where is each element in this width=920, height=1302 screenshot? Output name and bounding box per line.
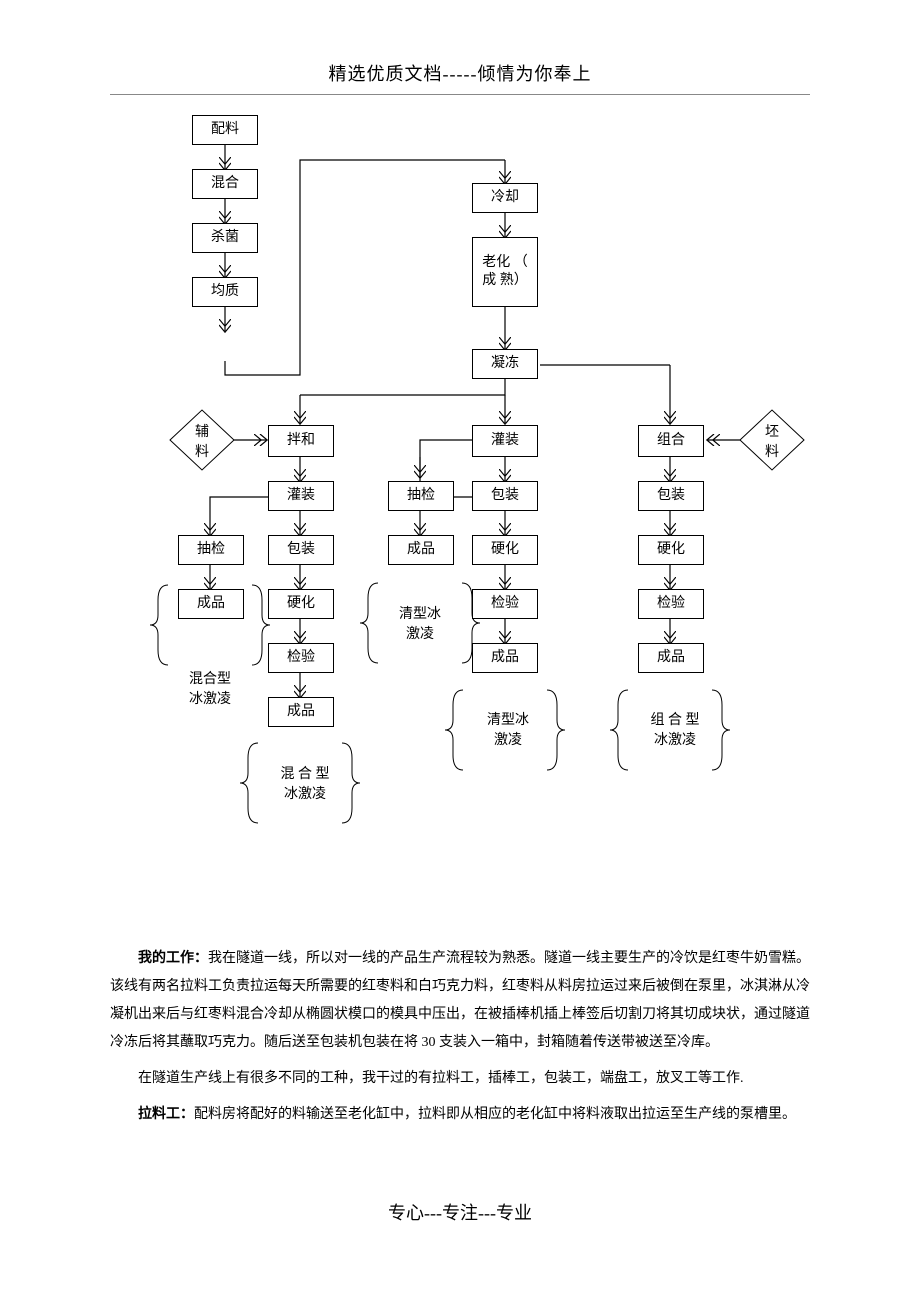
node-baozhuang-mr: 包装 (472, 481, 538, 511)
node-shajun: 杀菌 (192, 223, 258, 253)
node-jianyan-mr: 检验 (472, 589, 538, 619)
node-baozhuang-r: 包装 (638, 481, 704, 511)
paragraph-1: 我的工作：我在隧道一线，所以对一线的产品生产流程较为熟悉。隧道一线主要生产的冷饮… (110, 945, 810, 1057)
p3-bold: 拉料工： (138, 1107, 194, 1122)
node-chengpin-ll: 成品 (178, 589, 244, 619)
p3-text: 配料房将配好的料输送至老化缸中，拉料即从相应的老化缸中将料液取出拉运至生产线的泵… (194, 1107, 796, 1122)
label-zuhe-r: 组 合 型 冰激凌 (630, 711, 720, 750)
label-qing-mr: 清型冰 激凌 (468, 711, 548, 750)
label-mix-lc: 混 合 型 冰激凌 (260, 765, 350, 804)
node-guanzhuang-m: 灌装 (472, 425, 538, 457)
page-footer: 专心---专注---专业 (110, 1199, 810, 1225)
label-mix-ll: 混合型 冰激凌 (170, 670, 250, 709)
node-jianyan-lc: 检验 (268, 643, 334, 673)
node-junzhi: 均质 (192, 277, 258, 307)
node-jianyan-r: 检验 (638, 589, 704, 619)
node-chengpin-ml: 成品 (388, 535, 454, 565)
document-page: 精选优质文档-----倾情为你奉上 (0, 0, 920, 1285)
p1-bold: 我的工作： (138, 951, 208, 966)
paragraph-3: 拉料工：配料房将配好的料输送至老化缸中，拉料即从相应的老化缸中将料液取出拉运至生… (110, 1101, 810, 1129)
p1-text: 我在隧道一线，所以对一线的产品生产流程较为熟悉。隧道一线主要生产的冷饮是红枣牛奶… (110, 951, 810, 1050)
flowchart: 配料 混合 杀菌 均质 冷却 老化 （ 成 熟） 凝冻 辅 料 坯 料 拌和 灌… (110, 115, 810, 925)
node-banhe: 拌和 (268, 425, 334, 457)
node-guanzhuang-l: 灌装 (268, 481, 334, 511)
node-chengpin-r: 成品 (638, 643, 704, 673)
node-yinghua-r: 硬化 (638, 535, 704, 565)
node-yinghua-mr: 硬化 (472, 535, 538, 565)
node-ningdong: 凝冻 (472, 349, 538, 379)
node-baozhuang-lc: 包装 (268, 535, 334, 565)
node-peiliao: 配料 (192, 115, 258, 145)
node-fuliao: 辅 料 (188, 423, 216, 462)
label-qing-ml: 清型冰 激凌 (380, 605, 460, 644)
node-choujian-ml: 抽检 (388, 481, 454, 511)
node-chengpin-mr: 成品 (472, 643, 538, 673)
node-laohua: 老化 （ 成 熟） (472, 237, 538, 307)
node-hunhe: 混合 (192, 169, 258, 199)
node-yinghua-lc: 硬化 (268, 589, 334, 619)
node-lengque: 冷却 (472, 183, 538, 213)
paragraph-2: 在隧道生产线上有很多不同的工种，我干过的有拉料工，插棒工，包装工，端盘工，放叉工… (110, 1065, 810, 1093)
page-header: 精选优质文档-----倾情为你奉上 (110, 60, 810, 95)
node-choujian-ll: 抽检 (178, 535, 244, 565)
node-zuhe: 组合 (638, 425, 704, 457)
node-peiliao-r: 坯 料 (758, 423, 786, 462)
node-chengpin-lc: 成品 (268, 697, 334, 727)
